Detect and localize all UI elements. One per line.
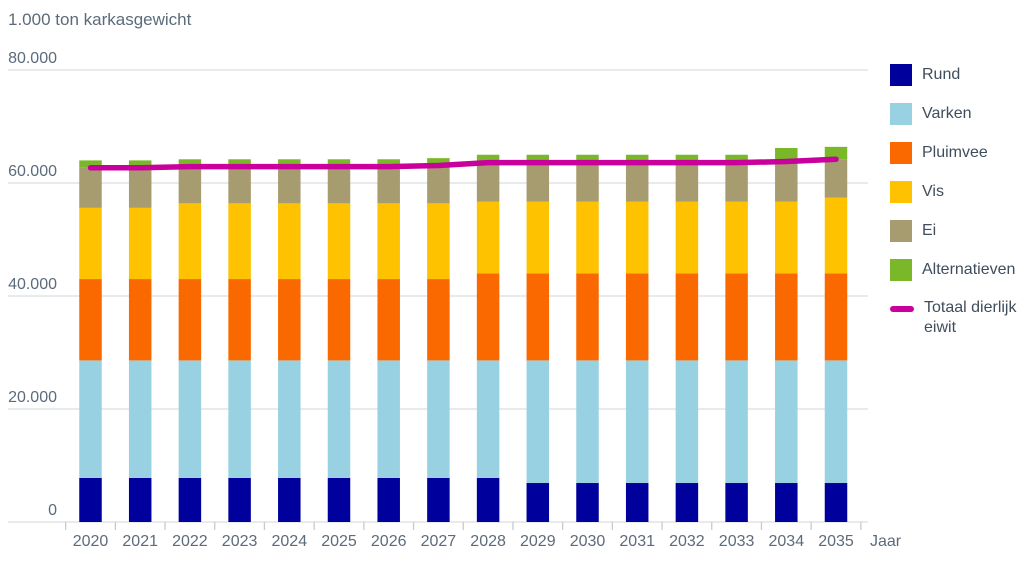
ei-swatch (890, 220, 912, 242)
svg-text:2021: 2021 (122, 533, 158, 550)
svg-text:2027: 2027 (421, 533, 457, 550)
svg-text:80.000: 80.000 (8, 50, 57, 67)
svg-text:2024: 2024 (272, 533, 308, 550)
legend-item-vis: Vis (890, 181, 1024, 203)
svg-text:2033: 2033 (719, 533, 755, 550)
pluimvee-swatch (890, 142, 912, 164)
legend-label-pluimvee: Pluimvee (922, 144, 988, 161)
varken-swatch (890, 103, 912, 125)
alternatieven-swatch (890, 259, 912, 281)
svg-text:2028: 2028 (470, 533, 506, 550)
svg-text:2031: 2031 (619, 533, 655, 550)
svg-text:2030: 2030 (570, 533, 606, 550)
svg-text:2026: 2026 (371, 533, 407, 550)
svg-text:2029: 2029 (520, 533, 556, 550)
legend-label-alternatieven: Alternatieven (922, 261, 1016, 278)
chart-legend: Rund Varken Pluimvee Vis Ei Alternatieve… (890, 64, 1024, 355)
legend-item-alternatieven: Alternatieven (890, 259, 1024, 281)
svg-text:Jaar: Jaar (870, 533, 902, 550)
legend-item-pluimvee: Pluimvee (890, 142, 1024, 164)
svg-text:2025: 2025 (321, 533, 357, 550)
svg-text:20.000: 20.000 (8, 389, 57, 406)
y-axis-title: 1.000 ton karkasgewicht (8, 10, 192, 29)
legend-item-rund: Rund (890, 64, 1024, 86)
svg-text:2023: 2023 (222, 533, 258, 550)
legend-label-totaal-dierlijk-eiwit: Totaal dierlijk eiwit (924, 299, 1017, 336)
svg-text:60.000: 60.000 (8, 163, 57, 180)
svg-text:40.000: 40.000 (8, 276, 57, 293)
legend-label-vis: Vis (922, 183, 944, 200)
legend-label-ei: Ei (922, 222, 937, 239)
rund-swatch (890, 64, 912, 86)
svg-text:2032: 2032 (669, 533, 705, 550)
svg-text:2034: 2034 (769, 533, 805, 550)
legend-label-rund: Rund (922, 66, 961, 83)
vis-swatch (890, 181, 912, 203)
legend-item-totaal-dierlijk-eiwit: Totaal dierlijk eiwit (890, 298, 1024, 338)
svg-text:0: 0 (48, 502, 57, 519)
svg-text:2020: 2020 (73, 533, 109, 550)
legend-item-varken: Varken (890, 103, 1024, 125)
legend-item-ei: Ei (890, 220, 1024, 242)
legend-label-varken: Varken (922, 105, 972, 122)
totaal-dierlijk-eiwit-line-swatch (890, 306, 914, 312)
svg-text:2035: 2035 (818, 533, 854, 550)
svg-text:2022: 2022 (172, 533, 208, 550)
